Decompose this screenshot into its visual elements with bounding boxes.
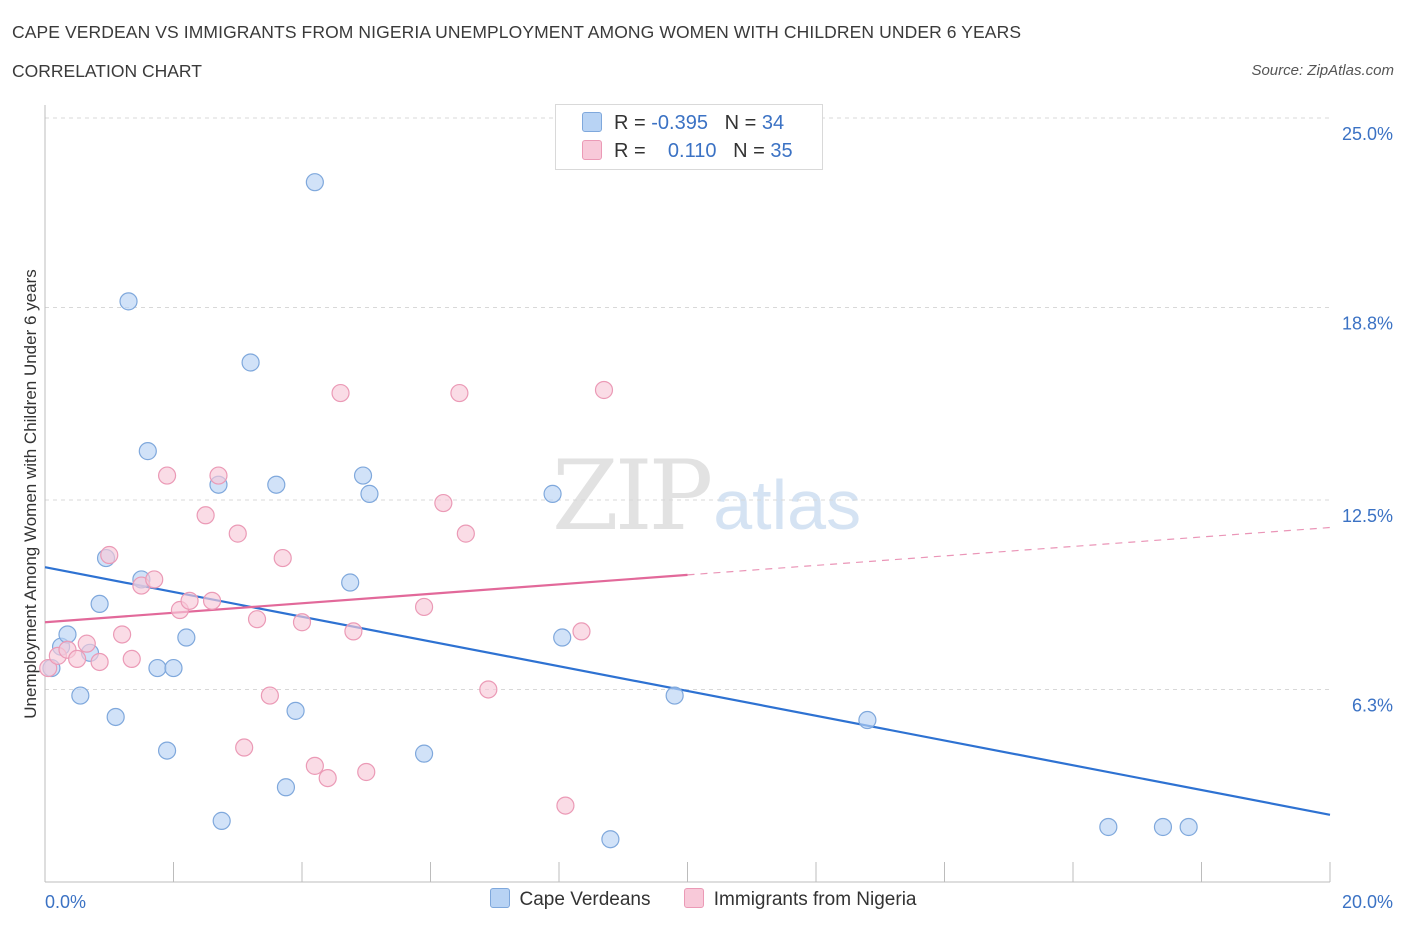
data-point-cape-verdean: [1153, 817, 1173, 837]
legend-n-value: 35: [770, 140, 793, 162]
axis-layer: [44, 105, 1331, 883]
data-point-nigeria: [180, 591, 199, 610]
data-point-nigeria: [414, 597, 434, 617]
data-point-cape-verdean: [858, 710, 877, 730]
data-point-cape-verdean: [58, 625, 77, 644]
data-point-nigeria: [556, 796, 575, 815]
data-point-cape-verdean: [138, 442, 157, 461]
data-point-cape-verdean: [157, 741, 177, 760]
data-point-cape-verdean: [71, 686, 90, 705]
data-point-nigeria: [594, 380, 614, 400]
legend-row-cape-verdeans: R = -0.395 N = 34: [582, 112, 784, 138]
data-point-nigeria: [145, 570, 164, 589]
legend-swatch-blue: [582, 112, 602, 132]
data-point-nigeria: [572, 622, 591, 641]
legend-swatch-pink: [582, 140, 602, 160]
series-legend: Cape Verdeans Immigrants from Nigeria: [0, 888, 1406, 911]
data-point-nigeria: [77, 634, 96, 653]
data-point-nigeria: [456, 524, 475, 543]
data-point-cape-verdean: [267, 475, 286, 494]
data-point-cape-verdean: [276, 778, 296, 797]
data-point-nigeria: [292, 613, 312, 632]
data-point-nigeria: [344, 622, 363, 641]
data-point-cape-verdean: [305, 173, 324, 192]
data-point-nigeria: [479, 680, 498, 699]
trend-line-extension-nigeria: [687, 526, 1331, 576]
correlation-legend: R = -0.395 N = 34 R = 0.110 N = 35: [555, 104, 823, 170]
data-point-nigeria: [112, 625, 132, 644]
data-point-nigeria: [434, 493, 453, 513]
legend-item-label: Immigrants from Nigeria: [713, 889, 917, 910]
legend-r-value: 0.110: [667, 140, 717, 162]
data-point-nigeria: [202, 591, 222, 610]
data-point-cape-verdean: [601, 830, 620, 849]
y-tick-label: 6.3%: [1352, 695, 1393, 715]
legend-row-nigeria: R = 0.110 N = 35: [582, 140, 793, 166]
data-point-cape-verdean: [148, 658, 167, 678]
data-point-nigeria: [157, 466, 177, 485]
legend-item-cape-verdeans[interactable]: Cape Verdeans: [489, 888, 651, 911]
data-point-nigeria: [260, 686, 279, 705]
data-point-cape-verdean: [553, 628, 572, 647]
legend-swatch-pink: [683, 888, 704, 908]
data-point-nigeria: [273, 548, 292, 568]
data-point-nigeria: [228, 524, 247, 543]
y-tick-label: 12.5%: [1342, 506, 1393, 526]
label-layer: 6.3% 12.5% 18.8% 25.0% 0.0% 20.0% Unemployment…: [21, 124, 1393, 912]
data-point-nigeria: [68, 649, 87, 669]
data-point-nigeria: [39, 658, 58, 678]
data-point-cape-verdean: [341, 573, 360, 592]
legend-r-label: R =: [614, 140, 646, 162]
data-point-cape-verdean: [360, 484, 379, 503]
data-point-nigeria: [305, 756, 324, 775]
chart-subtitle: CORRELATION CHART: [12, 61, 202, 81]
data-point-cape-verdean: [353, 466, 373, 485]
data-point-nigeria: [247, 610, 267, 629]
data-point-nigeria: [209, 466, 228, 485]
chart-title: CAPE VERDEAN VS IMMIGRANTS FROM NIGERIA …: [12, 22, 1022, 42]
legend-item-nigeria[interactable]: Immigrants from Nigeria: [683, 888, 917, 911]
data-point-nigeria: [122, 649, 141, 669]
y-tick-label: 18.8%: [1342, 313, 1393, 333]
x-tick-label: 20.0%: [1342, 892, 1393, 912]
legend-swatch-blue: [489, 888, 510, 908]
trend-line-nigeria: [44, 573, 688, 624]
data-point-cape-verdean: [164, 658, 183, 678]
data-point-cape-verdean: [1099, 817, 1118, 837]
data-point-nigeria: [450, 383, 469, 403]
data-point-cape-verdean: [241, 353, 260, 372]
data-point-cape-verdean: [1179, 817, 1198, 837]
legend-r-label: R =: [614, 112, 646, 134]
point-layer: [39, 173, 1198, 849]
data-point-cape-verdean: [665, 686, 684, 705]
data-point-nigeria: [318, 768, 337, 788]
data-point-cape-verdean: [177, 628, 196, 647]
trend-line-cape-verdean: [44, 566, 1331, 816]
data-point-cape-verdean: [106, 707, 125, 727]
data-point-nigeria: [235, 738, 254, 757]
data-point-cape-verdean: [286, 701, 305, 720]
data-point-nigeria: [357, 762, 376, 782]
data-point-cape-verdean: [119, 292, 138, 311]
data-point-nigeria: [100, 545, 119, 565]
legend-item-label: Cape Verdeans: [519, 889, 651, 910]
trend-layer: [44, 526, 1331, 816]
data-point-cape-verdean: [543, 484, 562, 503]
legend-r-value: -0.395: [651, 112, 708, 134]
y-tick-label: 25.0%: [1342, 124, 1393, 144]
data-point-nigeria: [90, 652, 109, 672]
source-label: Source: ZipAtlas.com: [1251, 62, 1394, 79]
data-point-cape-verdean: [414, 744, 434, 763]
data-point-nigeria: [331, 383, 350, 403]
x-tick-label: 0.0%: [45, 892, 86, 912]
y-axis-title: Unemployment Among Women with Children U…: [21, 269, 40, 718]
data-point-cape-verdean: [212, 811, 231, 830]
data-point-nigeria: [196, 506, 215, 525]
data-point-cape-verdean: [90, 594, 109, 614]
legend-n-label: N =: [733, 140, 765, 162]
legend-n-label: N =: [724, 112, 757, 134]
legend-n-value: 34: [761, 112, 785, 134]
